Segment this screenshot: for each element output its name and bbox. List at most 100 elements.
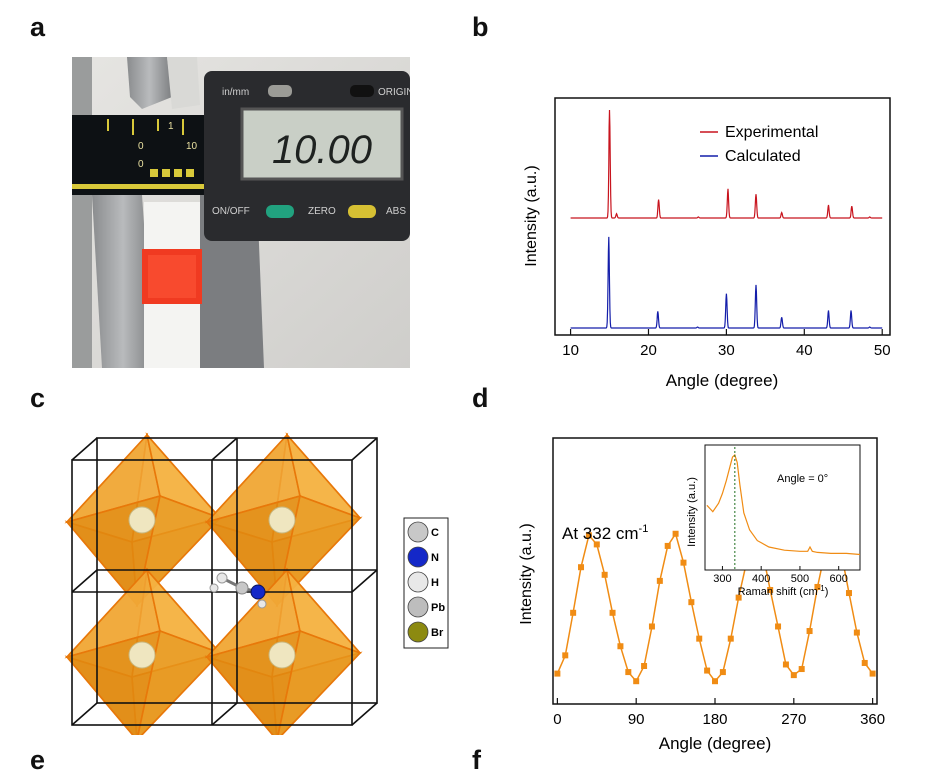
scale-label: 1	[168, 121, 174, 132]
inset-x-tick-label: 500	[791, 573, 809, 585]
raman-polar-chart: 0 90 180 270 360 At 332 cm-1 Angle (degree) …	[518, 437, 885, 753]
intensity-point	[601, 571, 608, 578]
caliper-edge	[72, 57, 92, 368]
upper-jaw-slider	[167, 57, 200, 109]
panel-label-a: a	[30, 12, 46, 42]
pbbr6-octahedron	[204, 432, 363, 608]
x-tick-label: 50	[874, 342, 891, 359]
inset-annotation: Angle = 0°	[777, 473, 828, 485]
intensity-point	[814, 583, 821, 590]
onoff-label: ON/OFF	[212, 206, 250, 217]
raman-annotation: At 332 cm-1	[562, 523, 648, 543]
onoff-button	[266, 205, 294, 218]
legend-atom-label: N	[431, 552, 439, 564]
legend-experimental: Experimental	[725, 124, 818, 141]
legend-atom-label: Pb	[431, 602, 445, 614]
xrd-line-experimental	[570, 109, 883, 219]
intensity-point	[869, 670, 876, 677]
scale-label: 0	[138, 159, 144, 170]
intensity-point	[806, 628, 813, 635]
caliper-photo: 0 1 0 10 in/mm ORIGIN 10.00 ON/OFF ZERO …	[72, 57, 410, 368]
x-tick-label: 20	[640, 342, 657, 359]
lead-atom	[128, 641, 156, 669]
x-tick-label: 30	[718, 342, 735, 359]
intensity-point	[617, 643, 624, 650]
x-tick-label: 0	[553, 711, 561, 728]
x-tick-label: 180	[702, 711, 727, 728]
inset-y-axis-label: Intensity (a.u.)	[686, 477, 698, 547]
intensity-point	[719, 669, 726, 676]
legend-calculated: Calculated	[725, 148, 801, 165]
octahedron-face	[277, 629, 362, 735]
legend-atom-pb	[407, 596, 429, 618]
lead-atom	[128, 506, 156, 534]
intensity-point	[735, 594, 742, 601]
inset-x-tick-label: 400	[752, 573, 770, 585]
inset-x-ticks: 300 400 500 600	[713, 566, 848, 585]
intensity-point	[641, 663, 648, 669]
intensity-point	[585, 532, 592, 539]
intensity-point	[775, 623, 782, 630]
nitrogen-atom	[250, 584, 266, 600]
crystal-highlight	[148, 255, 196, 298]
raman-angle-series	[554, 529, 876, 685]
xrd-x-ticks: 10 20 30 40 50	[562, 329, 891, 359]
xrd-plot-frame	[554, 97, 891, 336]
intensity-point	[704, 667, 711, 674]
abs-label: ABS	[386, 206, 406, 217]
intensity-point	[664, 542, 671, 549]
upper-jaw-fixed	[127, 57, 172, 109]
intensity-point	[625, 669, 632, 676]
x-tick-label: 360	[860, 711, 885, 728]
pbbr6-octahedron	[204, 567, 363, 735]
legend-atom-h	[407, 571, 429, 593]
legend-atom-label: H	[431, 577, 439, 589]
caliper-illustration: 0 1 0 10 in/mm ORIGIN 10.00 ON/OFF ZERO …	[72, 57, 410, 368]
intensity-point	[672, 530, 679, 537]
octahedron-face	[275, 494, 362, 608]
scale-label: 0	[138, 141, 144, 152]
legend-atom-label: Br	[431, 627, 444, 639]
intensity-point	[798, 666, 805, 673]
origin-label: ORIGIN	[378, 87, 410, 98]
inset-raman-spectrum	[706, 447, 861, 570]
lower-jaw-fixed	[92, 195, 154, 368]
intensity-point	[593, 541, 600, 548]
inset-x-tick-label: 300	[713, 573, 731, 585]
intensity-point	[861, 659, 868, 666]
xrd-chart: 10 20 30 40 50 Experimental Calculated Angle…	[523, 97, 891, 390]
lead-atom	[268, 506, 296, 534]
octahedron-face	[137, 629, 222, 735]
intensity-point	[578, 564, 585, 571]
pbbr6-octahedron	[64, 567, 223, 735]
lead-atom	[268, 641, 296, 669]
inset-x-tick-label: 600	[830, 573, 848, 585]
unit-switch-button	[268, 85, 292, 97]
raman-x-ticks: 0 90 180 270 360	[553, 698, 885, 728]
intensity-point	[648, 623, 655, 630]
lcd-screen	[240, 107, 404, 181]
legend-atom-n	[407, 546, 429, 568]
intensity-point	[712, 678, 718, 685]
panel-label-b: b	[472, 12, 489, 42]
x-tick-label: 270	[781, 711, 806, 728]
unit-cell-frame	[71, 437, 378, 726]
inset-frame	[704, 444, 861, 571]
x-tick-label: 90	[628, 711, 645, 728]
intensity-point	[633, 678, 640, 685]
intensity-point	[696, 635, 703, 642]
inset-x-axis-label: Raman shift (cm-1)	[738, 584, 829, 598]
octahedron-face	[135, 494, 222, 608]
lcd-reading: 10.00	[272, 128, 372, 172]
intensity-point	[609, 609, 616, 616]
scale-label: 10	[186, 141, 198, 152]
legend-atom-c	[407, 521, 429, 543]
intensity-point	[853, 629, 860, 636]
intensity-point	[570, 609, 577, 616]
intensity-point	[554, 670, 561, 677]
intensity-point	[767, 587, 774, 593]
raman-x-axis-label: Angle (degree)	[659, 734, 771, 753]
raman-y-axis-label: Intensity (a.u.)	[518, 523, 535, 624]
intensity-point	[782, 661, 789, 668]
x-tick-label: 40	[796, 342, 813, 359]
